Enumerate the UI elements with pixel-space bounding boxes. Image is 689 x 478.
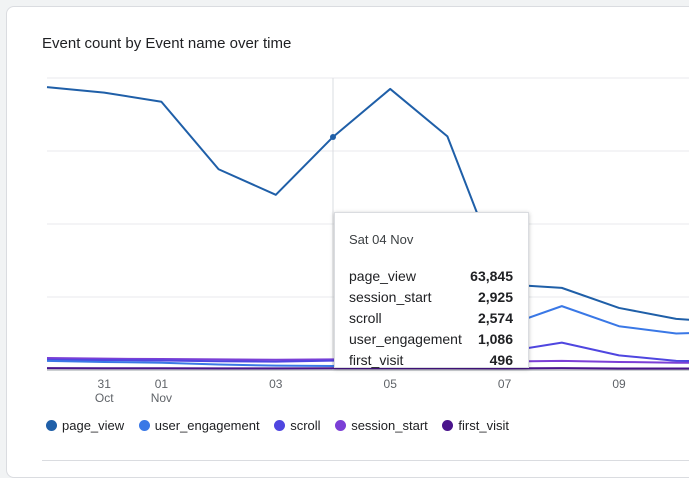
legend-item-page-view[interactable]: page_view: [46, 418, 124, 433]
tooltip-row: user_engagement 1,086: [349, 331, 513, 347]
chart-title: Event count by Event name over time: [42, 35, 291, 52]
legend-swatch: [335, 420, 346, 431]
x-tick-label: 07: [498, 377, 512, 391]
hover-point: [330, 134, 336, 140]
tooltip-row: page_view 63,845: [349, 268, 513, 284]
tooltip-row: scroll 2,574: [349, 310, 513, 326]
legend-label: page_view: [62, 418, 124, 433]
legend-label: scroll: [290, 418, 320, 433]
tooltip: Sat 04 Nov page_view 63,845 session_star…: [334, 212, 529, 368]
legend-label: user_engagement: [155, 418, 260, 433]
x-tick-label: 01: [155, 377, 169, 391]
chart-legend: page_view user_engagement scroll session…: [46, 418, 520, 433]
tooltip-series-value: 496: [490, 352, 513, 368]
tooltip-series-name: scroll: [349, 310, 382, 326]
tooltip-series-name: session_start: [349, 289, 431, 305]
legend-swatch: [139, 420, 150, 431]
x-tick-label: 31: [98, 377, 112, 391]
legend-label: first_visit: [458, 418, 509, 433]
tooltip-series-name: page_view: [349, 268, 416, 284]
x-tick-label: Oct: [95, 391, 114, 405]
legend-swatch: [46, 420, 57, 431]
tooltip-series-name: first_visit: [349, 352, 403, 368]
legend-swatch: [274, 420, 285, 431]
tooltip-date: Sat 04 Nov: [349, 232, 413, 247]
x-tick-label: 03: [269, 377, 283, 391]
tooltip-series-value: 2,925: [478, 289, 513, 305]
legend-item-session-start[interactable]: session_start: [335, 418, 428, 433]
card-divider: [42, 460, 689, 461]
x-tick-label: 09: [612, 377, 626, 391]
tooltip-series-value: 63,845: [470, 268, 513, 284]
tooltip-series-name: user_engagement: [349, 331, 462, 347]
tooltip-row: session_start 2,925: [349, 289, 513, 305]
tooltip-series-value: 1,086: [478, 331, 513, 347]
legend-label: session_start: [351, 418, 428, 433]
legend-item-scroll[interactable]: scroll: [274, 418, 320, 433]
x-tick-label: Nov: [151, 391, 172, 405]
tooltip-row: first_visit 496: [349, 352, 513, 368]
tooltip-series-value: 2,574: [478, 310, 513, 326]
x-tick-label: 05: [384, 377, 398, 391]
legend-swatch: [442, 420, 453, 431]
legend-item-first-visit[interactable]: first_visit: [442, 418, 509, 433]
legend-item-user-engagement[interactable]: user_engagement: [139, 418, 260, 433]
